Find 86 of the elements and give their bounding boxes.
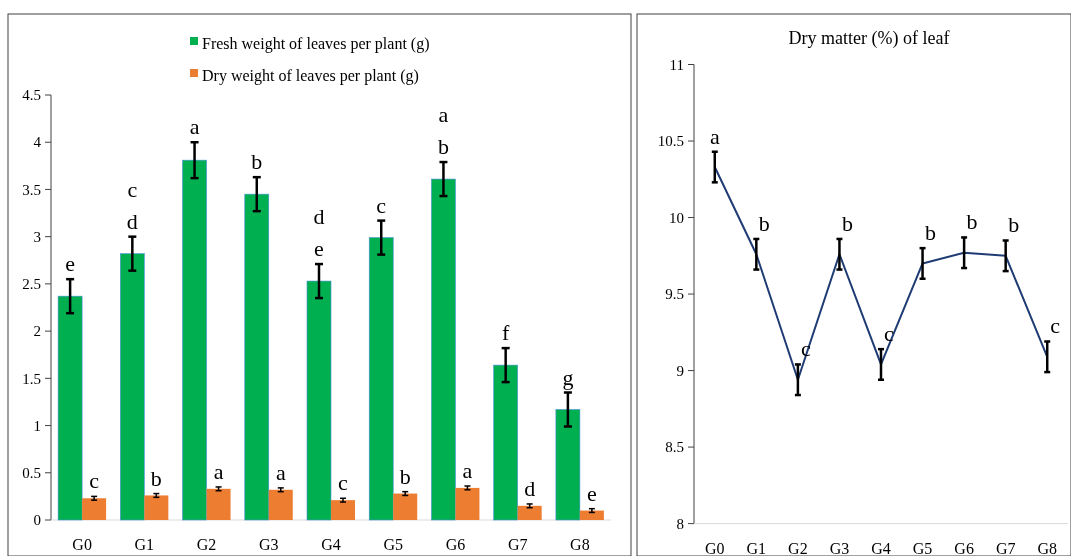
y-tick-label: 4: [33, 134, 42, 151]
y-tick-label: 1: [33, 417, 41, 434]
annotation: d: [524, 475, 536, 501]
bar: [244, 193, 270, 521]
y-tick-label: 0.5: [22, 465, 41, 482]
x-tick-label: G8: [1037, 539, 1057, 556]
bar: [182, 159, 207, 521]
bar: [331, 500, 355, 520]
y-tick-label: 8: [676, 515, 684, 532]
y-tick-label: 0: [33, 512, 41, 529]
line-series: [713, 166, 1049, 381]
annotation: a: [438, 102, 449, 128]
bar: [579, 510, 604, 520]
bar: [268, 489, 293, 520]
bar: [493, 364, 518, 521]
y-tick-label: 8.5: [665, 439, 684, 456]
annotation: c: [1050, 313, 1061, 339]
y-tick-label: 9.5: [665, 286, 684, 303]
annotation: b: [437, 134, 449, 160]
bar: [306, 280, 332, 521]
bar: [206, 488, 231, 520]
legend-label: Dry weight of leaves per plant (g): [202, 66, 419, 85]
legend-label: Fresh weight of leaves per plant (g): [202, 34, 430, 53]
x-tick-label: G3: [829, 539, 850, 556]
x-tick-label: G3: [259, 536, 279, 553]
annotation: a: [709, 123, 720, 149]
x-tick-label: G0: [705, 539, 725, 556]
annotation: b: [966, 209, 978, 235]
x-tick-label: G8: [570, 536, 590, 553]
x-tick-label: G1: [134, 536, 155, 553]
annotation: d: [126, 208, 138, 234]
y-tick-label: 2.5: [22, 276, 41, 293]
bar: [431, 178, 456, 521]
annotation: b: [251, 149, 263, 175]
annotation: b: [150, 465, 162, 491]
x-tick-label: G2: [788, 539, 808, 556]
annotation: b: [399, 463, 411, 489]
bar: [393, 493, 418, 520]
x-tick-label: G5: [383, 536, 403, 553]
annotation: c: [376, 192, 387, 218]
annotation: a: [275, 459, 286, 485]
chart-title: Dry matter (%) of leaf: [788, 28, 950, 49]
bar: [82, 498, 107, 520]
x-tick-label: G2: [196, 536, 217, 553]
y-tick-label: 2: [33, 323, 41, 340]
bar: [368, 237, 394, 521]
annotation: c: [338, 470, 349, 496]
bar: [57, 295, 83, 521]
x-tick-label: G0: [72, 536, 92, 553]
annotation: c: [127, 176, 138, 202]
y-tick-label: 1.5: [22, 370, 41, 387]
bar: [555, 409, 581, 521]
x-tick-label: G7: [507, 536, 528, 553]
annotation: e: [587, 480, 597, 506]
bar: [455, 487, 480, 520]
annotation: f: [502, 320, 510, 346]
y-tick-label: 3: [33, 228, 41, 245]
x-tick-label: G5: [912, 539, 933, 556]
annotation: c: [89, 468, 100, 494]
x-tick-label: G4: [321, 536, 341, 553]
annotation: a: [462, 458, 473, 483]
y-tick-label: 3.5: [22, 181, 41, 198]
x-tick-label: G1: [746, 539, 767, 556]
y-tick-label: 11: [669, 56, 684, 73]
bar: [517, 505, 542, 520]
annotation: e: [314, 236, 324, 262]
y-tick-label: 10.5: [657, 133, 684, 150]
bar: [120, 253, 145, 521]
annotation: c: [884, 321, 895, 347]
annotation: d: [313, 204, 325, 230]
y-tick-label: 4.5: [22, 87, 41, 104]
x-tick-label: G7: [995, 539, 1016, 556]
x-tick-label: G6: [954, 539, 974, 556]
annotation: e: [65, 251, 75, 277]
annotation: a: [189, 114, 200, 140]
y-tick-label: 10: [669, 209, 684, 226]
y-tick-label: 9: [676, 362, 684, 379]
annotation: g: [562, 364, 574, 390]
annotation: b: [925, 220, 937, 246]
annotation: b: [841, 210, 853, 236]
annotation: b: [758, 210, 770, 236]
bar: [144, 495, 169, 520]
annotation: a: [213, 458, 224, 484]
annotation: b: [1008, 212, 1020, 238]
x-tick-label: G4: [871, 539, 891, 556]
x-tick-label: G6: [445, 536, 466, 553]
